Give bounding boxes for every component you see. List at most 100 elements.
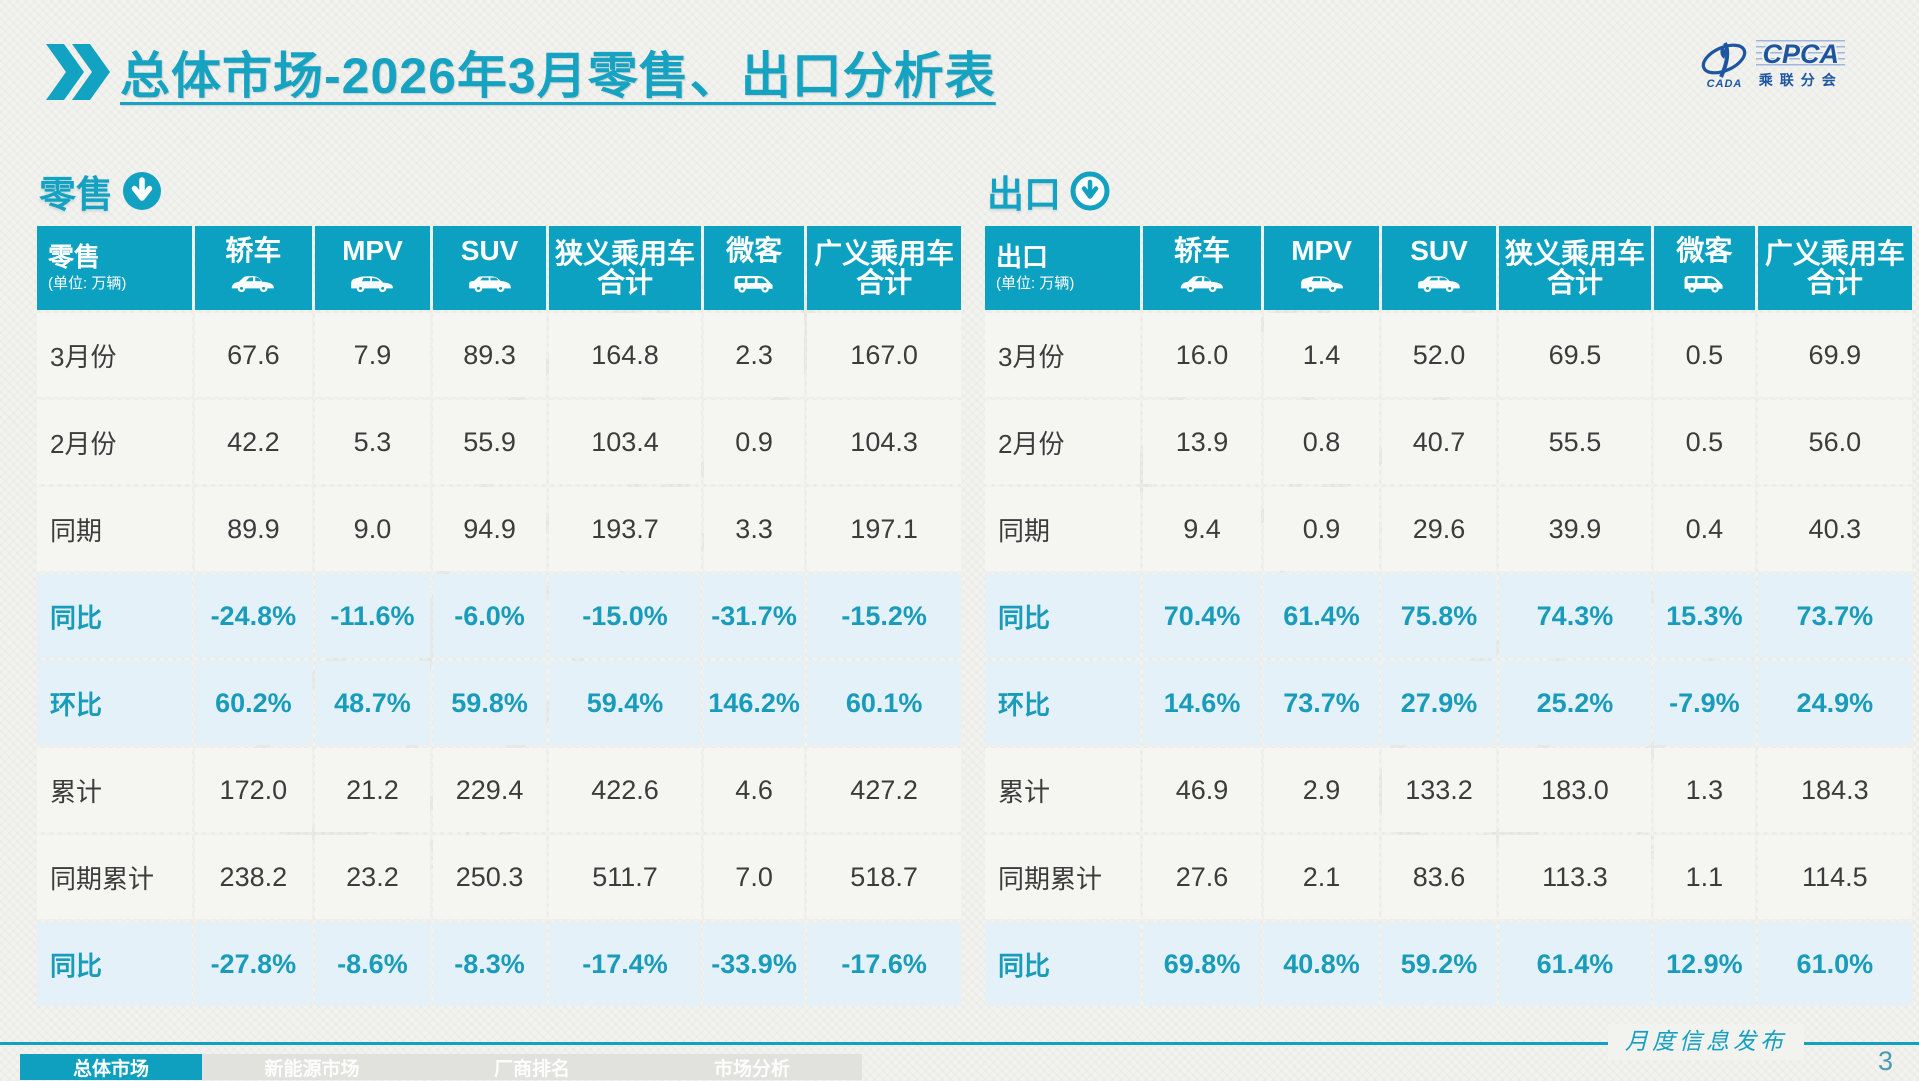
cada-text: CADA	[1706, 78, 1743, 90]
tab-oem-ranking[interactable]: 厂商排名	[493, 1058, 570, 1080]
suv-icon	[467, 266, 513, 300]
table-cell: -15.2%	[807, 574, 961, 658]
table-cell: 103.4	[549, 400, 701, 484]
row-label: 同比	[37, 574, 192, 658]
down-arrow-filled-icon	[123, 172, 161, 210]
table-cell: 427.2	[807, 748, 961, 832]
column-header: MPV	[314, 226, 430, 310]
table-cell: -17.6%	[807, 922, 961, 1006]
table-cell: 183.0	[1498, 748, 1652, 832]
table-cell: 13.9	[1143, 400, 1261, 484]
table-cell: 16.0	[1143, 313, 1261, 397]
page-title: 总体市场-2026年3月零售、出口分析表	[120, 48, 996, 104]
column-label: SUV	[460, 235, 519, 267]
unit-label: (单位: 万辆)	[48, 274, 127, 292]
van-icon	[1681, 266, 1727, 300]
table-cell: 511.7	[549, 835, 701, 919]
row-label: 同比	[37, 922, 192, 1006]
table-cell: 40.3	[1757, 487, 1912, 571]
table-cell: 518.7	[807, 835, 961, 919]
table-cell: 74.3%	[1498, 574, 1652, 658]
table-cell: 29.6	[1382, 487, 1496, 571]
table-cell: 0.5	[1654, 313, 1755, 397]
association-name: 乘联分会	[1758, 72, 1843, 88]
table-cell: 23.2	[314, 835, 430, 919]
table-cell: 9.0	[314, 487, 430, 571]
table-cell: 2.1	[1263, 835, 1380, 919]
table-cell: 0.9	[703, 400, 805, 484]
footer-divider-line	[0, 1042, 1919, 1045]
table-cell: 83.6	[1382, 835, 1496, 919]
table-cell: 7.9	[314, 313, 430, 397]
table-cell: 167.0	[807, 313, 961, 397]
table-cell: 250.3	[433, 835, 547, 919]
table-cell: 70.4%	[1143, 574, 1261, 658]
table-cell: 114.5	[1757, 835, 1912, 919]
export-section-label: 出口	[987, 164, 1110, 218]
column-label: MPV	[1291, 235, 1352, 267]
table-cell: 197.1	[807, 487, 961, 571]
export-section-text: 出口	[987, 174, 1061, 215]
table-cell: -11.6%	[314, 574, 430, 658]
van-icon	[731, 266, 777, 300]
row-label: 2月份	[37, 400, 192, 484]
table-cell: 14.6%	[1143, 661, 1261, 745]
column-header: 微客	[703, 226, 805, 310]
table-cell: 104.3	[807, 400, 961, 484]
table-cell: 60.1%	[807, 661, 961, 745]
table-cell: 69.9	[1757, 313, 1912, 397]
table-cell: 1.4	[1263, 313, 1380, 397]
table-cell: 52.0	[1382, 313, 1496, 397]
row-label: 累计	[985, 748, 1141, 832]
sedan-icon	[1179, 266, 1225, 300]
row-label: 同期	[37, 487, 192, 571]
column-label: 微客	[1676, 235, 1733, 267]
column-header: SUV	[1382, 226, 1496, 310]
table-cell: 2.3	[703, 313, 805, 397]
tab-strip: 新能源市场 厂商排名 市场分析	[202, 1054, 862, 1080]
cpca-text: CPCA	[1756, 40, 1845, 68]
row-label: 环比	[985, 661, 1141, 745]
column-label: 轿车	[225, 235, 282, 267]
table-cell: 0.5	[1654, 400, 1755, 484]
table-cell: 4.6	[703, 748, 805, 832]
column-label-line2: 合计	[597, 267, 654, 298]
table-cell: 89.9	[194, 487, 312, 571]
column-header: 微客	[1654, 226, 1755, 310]
unit-label: (单位: 万辆)	[996, 274, 1075, 292]
table-cell: 15.3%	[1654, 574, 1755, 658]
row-label: 同期累计	[985, 835, 1141, 919]
table-cell: 55.9	[433, 400, 547, 484]
table-cell: 164.8	[549, 313, 701, 397]
row-label: 同期累计	[37, 835, 192, 919]
table-cell: 56.0	[1757, 400, 1912, 484]
table-cell: 0.8	[1263, 400, 1380, 484]
table-cell: 172.0	[194, 748, 312, 832]
table-cell: 7.0	[703, 835, 805, 919]
tab-overall-market[interactable]: 总体市场	[20, 1054, 202, 1080]
row-label: 同期	[985, 487, 1141, 571]
table-cell: -27.8%	[194, 922, 312, 1006]
publication-label: 月度信息发布	[1608, 1024, 1804, 1060]
table-cell: 21.2	[314, 748, 430, 832]
table-cell: 113.3	[1498, 835, 1652, 919]
retail-section-label: 零售	[39, 164, 162, 218]
tab-nev-market[interactable]: 新能源市场	[264, 1058, 360, 1080]
table-cell: -7.9%	[1654, 661, 1755, 745]
sedan-icon	[230, 266, 276, 300]
mpv-icon	[349, 266, 395, 300]
tab-market-analysis[interactable]: 市场分析	[713, 1058, 790, 1080]
table-cell: -33.9%	[703, 922, 805, 1006]
table-cell: 55.5	[1498, 400, 1652, 484]
table-cell: 67.6	[194, 313, 312, 397]
table-cell: -6.0%	[433, 574, 547, 658]
table-cell: 59.8%	[433, 661, 547, 745]
row-label: 2月份	[985, 400, 1141, 484]
table-cell: 40.8%	[1263, 922, 1380, 1006]
table-cell: 0.9	[1263, 487, 1380, 571]
table-cell: 94.9	[433, 487, 547, 571]
table-cell: 9.4	[1143, 487, 1261, 571]
table-cell: -17.4%	[549, 922, 701, 1006]
retail-table: 零售 (单位: 万辆) 轿车 MPV SUV 狭义乘用车 合计 微客 广义乘用车 合计 3月份 67.…	[37, 226, 961, 1006]
table-cell: 59.2%	[1382, 922, 1496, 1006]
